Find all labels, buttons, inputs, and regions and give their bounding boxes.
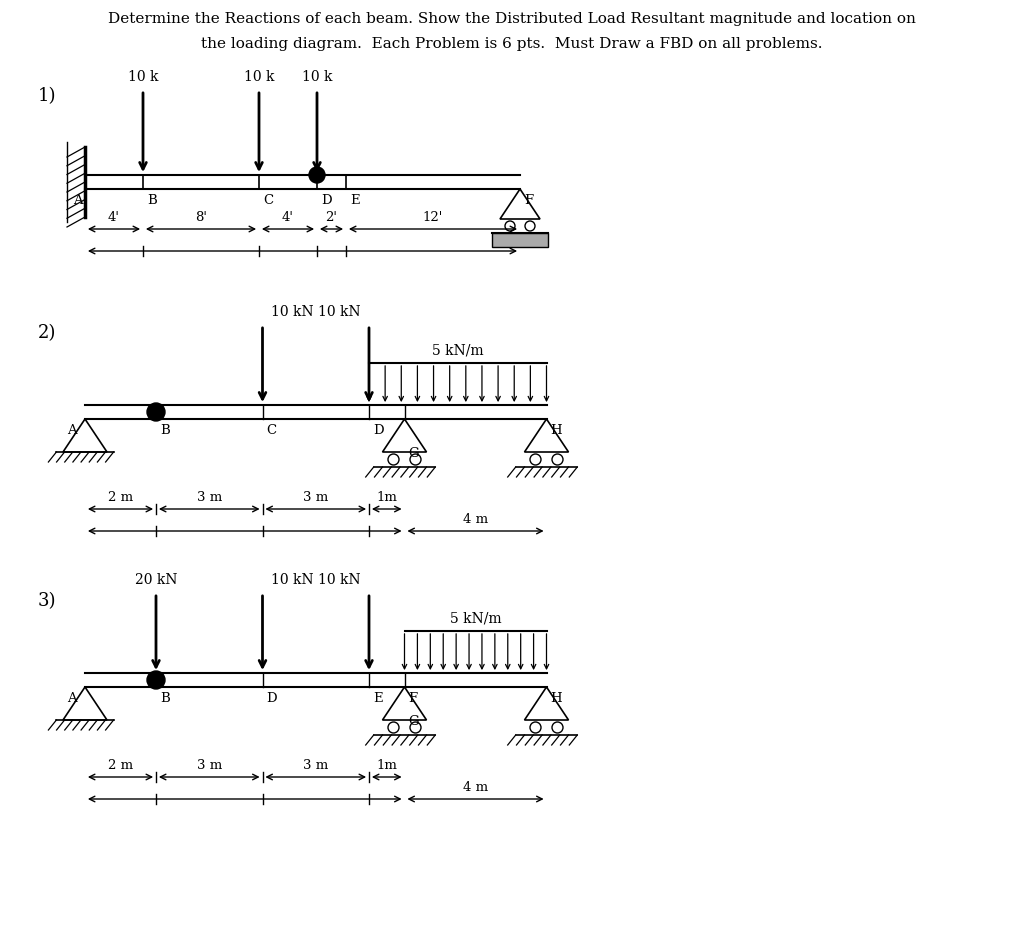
Text: H: H — [551, 692, 562, 705]
Text: 10 k: 10 k — [244, 70, 274, 84]
Polygon shape — [383, 687, 427, 720]
Circle shape — [552, 722, 563, 733]
Text: 1): 1) — [38, 87, 56, 105]
Text: 12': 12' — [423, 211, 443, 224]
Polygon shape — [63, 687, 106, 720]
Text: 3 m: 3 m — [303, 759, 329, 772]
Circle shape — [505, 221, 515, 231]
Bar — [492, 233, 548, 247]
Text: A: A — [67, 424, 77, 437]
Circle shape — [410, 454, 421, 465]
Text: 2): 2) — [38, 324, 56, 342]
Circle shape — [147, 403, 165, 421]
Circle shape — [530, 722, 541, 733]
Text: D: D — [321, 194, 332, 207]
Text: 8': 8' — [195, 211, 207, 224]
Text: 4 m: 4 m — [463, 781, 488, 794]
Text: 4': 4' — [282, 211, 294, 224]
Text: 10 k: 10 k — [302, 70, 332, 84]
Text: the loading diagram.  Each Problem is 6 pts.  Must Draw a FBD on all problems.: the loading diagram. Each Problem is 6 p… — [202, 37, 822, 51]
Text: 1m: 1m — [376, 759, 397, 772]
Text: B: B — [160, 692, 170, 705]
Text: 5 kN/m: 5 kN/m — [432, 343, 483, 357]
Text: G: G — [409, 447, 419, 460]
Text: F: F — [409, 692, 418, 705]
Circle shape — [552, 454, 563, 465]
Polygon shape — [383, 419, 427, 452]
Text: E: E — [350, 194, 359, 207]
Text: 5 kN/m: 5 kN/m — [450, 611, 502, 625]
Text: 3 m: 3 m — [303, 491, 329, 504]
Polygon shape — [500, 189, 540, 219]
Text: H: H — [551, 424, 562, 437]
Circle shape — [410, 722, 421, 733]
Text: C: C — [263, 194, 273, 207]
Text: 4': 4' — [108, 211, 120, 224]
Text: 10 k: 10 k — [128, 70, 159, 84]
Polygon shape — [524, 687, 568, 720]
Circle shape — [388, 722, 399, 733]
Circle shape — [309, 167, 325, 183]
Text: 3 m: 3 m — [197, 491, 222, 504]
Text: 3): 3) — [38, 592, 56, 610]
Polygon shape — [524, 419, 568, 452]
Text: 2 m: 2 m — [108, 759, 133, 772]
Text: G: G — [409, 715, 419, 728]
Text: A: A — [73, 194, 83, 207]
Text: 3 m: 3 m — [197, 759, 222, 772]
Text: B: B — [160, 424, 170, 437]
Polygon shape — [63, 419, 106, 452]
Text: A: A — [67, 692, 77, 705]
Circle shape — [525, 221, 535, 231]
Text: 10 kN 10 kN: 10 kN 10 kN — [271, 305, 360, 319]
Text: 2 m: 2 m — [108, 491, 133, 504]
Circle shape — [388, 454, 399, 465]
Text: 4 m: 4 m — [463, 513, 488, 526]
Text: B: B — [147, 194, 157, 207]
Text: 10 kN 10 kN: 10 kN 10 kN — [271, 573, 360, 587]
Circle shape — [147, 671, 165, 689]
Text: Determine the Reactions of each beam. Show the Distributed Load Resultant magnit: Determine the Reactions of each beam. Sh… — [109, 12, 915, 26]
Text: 2': 2' — [326, 211, 338, 224]
Text: 20 kN: 20 kN — [135, 573, 177, 587]
Text: C: C — [266, 424, 276, 437]
Circle shape — [530, 454, 541, 465]
Text: D: D — [266, 692, 278, 705]
Text: E: E — [373, 692, 383, 705]
Text: 1m: 1m — [376, 491, 397, 504]
Text: D: D — [373, 424, 384, 437]
Text: F: F — [524, 194, 534, 207]
